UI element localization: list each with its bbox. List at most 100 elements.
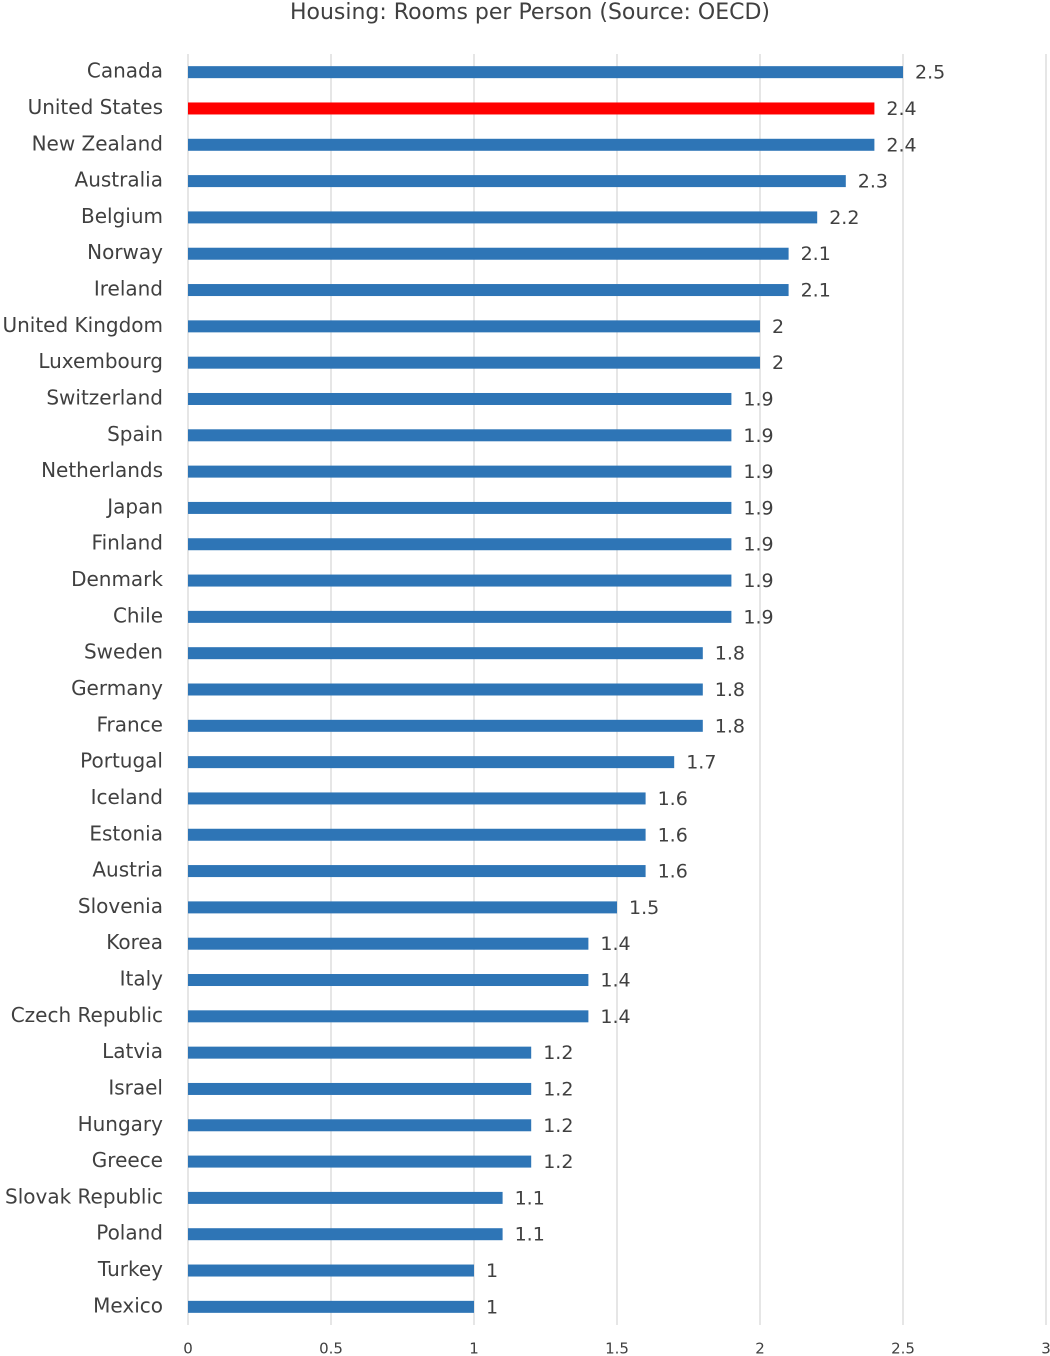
y-tick-label: Italy [120,967,164,991]
y-tick-label: Hungary [78,1112,164,1136]
value-label: 1.9 [743,606,773,628]
value-label: 1.8 [715,643,745,665]
bar [188,429,732,442]
value-label: 1.2 [543,1151,573,1173]
y-tick-label: Japan [105,494,163,518]
bar [188,247,789,260]
bar [188,138,875,151]
bar [188,1010,589,1023]
bar [188,1300,474,1313]
bar [188,865,646,878]
y-tick-label: France [96,712,163,736]
y-tick-label: United Kingdom [2,313,163,337]
chart-title: Housing: Rooms per Person (Source: OECD) [290,0,770,25]
y-tick-label: Denmark [71,567,163,591]
y-tick-label: Latvia [102,1039,163,1063]
bar [188,66,903,79]
value-label: 1 [486,1296,498,1318]
y-tick-label: Norway [87,240,163,264]
y-tick-label: Spain [107,422,163,446]
y-tick-label: Portugal [80,749,163,773]
x-tick-label: 0 [183,1340,193,1356]
bar [188,683,703,696]
bar [188,320,760,333]
value-label: 1.4 [600,970,630,992]
value-label: 1.6 [658,788,688,810]
value-label: 2.1 [801,280,831,302]
bar [188,719,703,732]
bar [188,538,732,551]
y-tick-label: Turkey [97,1257,163,1281]
value-label: 2.3 [858,171,888,193]
y-tick-label: Sweden [84,640,163,664]
bar [188,392,732,405]
y-tick-label: Poland [96,1221,163,1245]
value-label: 1.8 [715,715,745,737]
bar [188,356,760,369]
y-tick-label: Estonia [89,821,163,845]
x-tick-label: 0.5 [319,1340,343,1356]
bar [188,1191,503,1204]
bar [188,284,789,297]
value-label: 1.2 [543,1042,573,1064]
value-label: 2.5 [915,62,945,84]
y-tick-label: Ireland [94,277,163,301]
y-tick-label: Austria [92,858,163,882]
y-tick-label: Iceland [91,785,163,809]
y-tick-label: Israel [108,1075,163,1099]
value-label: 2.1 [801,243,831,265]
bar [188,1082,532,1095]
y-tick-label: New Zealand [32,131,163,155]
bar [188,175,846,188]
y-tick-label: Finland [92,531,163,555]
value-label: 1.9 [743,461,773,483]
y-tick-label: Mexico [93,1293,163,1317]
x-tick-label: 2.5 [891,1340,915,1356]
bar [188,647,703,660]
bar [188,901,617,914]
y-tick-label: Germany [71,676,163,700]
value-label: 1 [486,1260,498,1282]
y-tick-label: Switzerland [46,385,163,409]
value-label: 1.1 [515,1224,545,1246]
y-tick-label: Belgium [81,204,163,228]
y-tick-label: Korea [106,930,163,954]
y-tick-label: Slovak Republic [5,1184,163,1208]
value-label: 1.9 [743,570,773,592]
y-tick-label: Czech Republic [11,1003,163,1027]
value-label: 1.2 [543,1115,573,1137]
value-label: 1.1 [515,1187,545,1209]
bar [188,1046,532,1059]
value-label: 2 [772,352,784,374]
bar [188,974,589,987]
bar [188,610,732,623]
bar [188,828,646,841]
value-label: 2.2 [829,207,859,229]
value-label: 1.9 [743,497,773,519]
value-label: 1.9 [743,388,773,410]
value-label: 1.6 [658,824,688,846]
bar [188,501,732,514]
bar [188,1228,503,1241]
x-tick-label: 2 [755,1340,765,1356]
value-label: 1.6 [658,861,688,883]
bar [188,756,675,769]
bar [188,574,732,587]
y-tick-label: Chile [113,603,163,627]
y-tick-label: Australia [75,168,163,192]
bar [188,792,646,805]
y-tick-label: Netherlands [41,458,163,482]
value-label: 1.9 [743,425,773,447]
bar [188,1119,532,1132]
value-label: 2 [772,316,784,338]
x-tick-label: 1 [469,1340,479,1356]
y-tick-label: Greece [92,1148,163,1172]
bar [188,937,589,950]
value-label: 1.2 [543,1078,573,1100]
value-label: 1.9 [743,534,773,556]
y-tick-label: Luxembourg [38,349,163,373]
value-label: 2.4 [886,98,916,120]
x-tick-label: 3 [1041,1340,1050,1356]
